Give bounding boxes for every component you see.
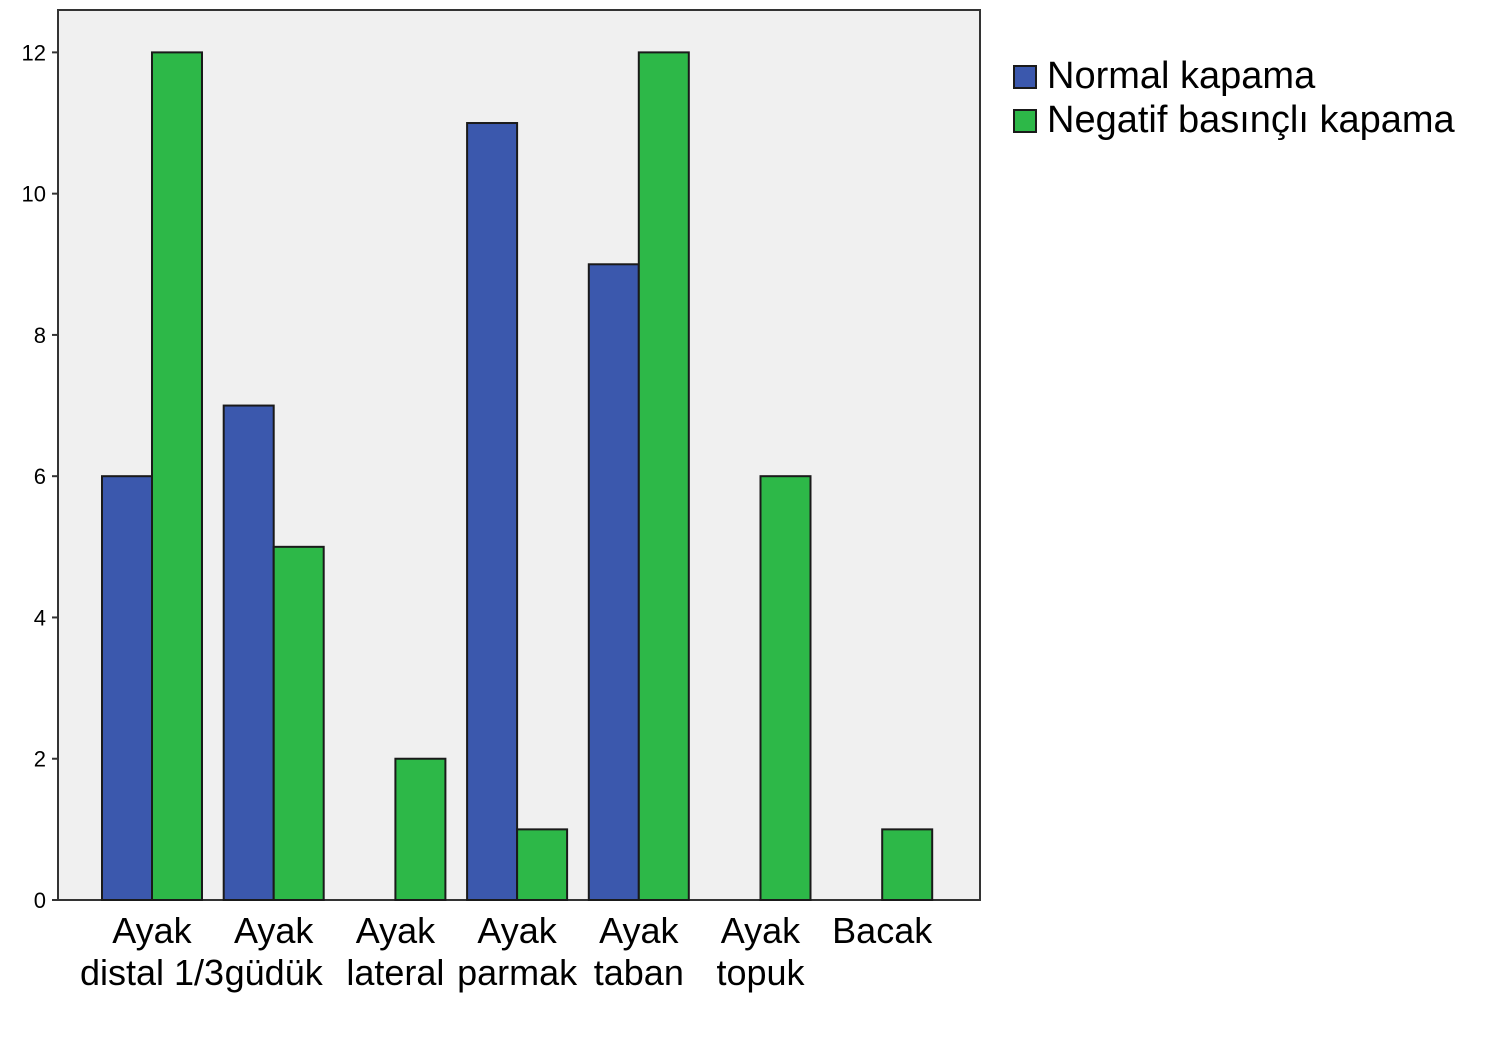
x-tick-label: Ayak xyxy=(721,910,801,951)
bar-negatif-5 xyxy=(759,475,812,901)
legend-label: Negatif basınçlı kapama xyxy=(1047,99,1456,141)
y-tick-label: 12 xyxy=(22,40,46,65)
legend-swatch xyxy=(1013,65,1037,89)
bar-negatif-6 xyxy=(881,828,934,901)
y-tick-label: 10 xyxy=(22,182,46,207)
x-tick-label: lateral xyxy=(346,952,444,993)
bar-negatif-4 xyxy=(637,51,690,901)
y-axis: 0 2 4 6 8 10 12 xyxy=(22,40,58,913)
x-tick-label: Ayak xyxy=(599,910,679,951)
bars xyxy=(101,51,934,902)
x-tick-label: Ayak xyxy=(234,910,314,951)
bar-negatif-3 xyxy=(516,828,569,901)
x-tick-label: Ayak xyxy=(477,910,557,951)
bar-negatif-2 xyxy=(394,757,447,901)
y-tick-label: 6 xyxy=(34,464,46,489)
y-tick-label: 0 xyxy=(34,888,46,913)
x-tick-label: güdük xyxy=(225,952,324,993)
x-tick-label: taban xyxy=(594,952,684,993)
legend-label: Normal kapama xyxy=(1047,55,1316,97)
x-tick-label: Ayak xyxy=(112,910,192,951)
y-tick-label: 8 xyxy=(34,323,46,348)
bar-normal-4 xyxy=(587,263,640,901)
bar-normal-0 xyxy=(101,475,153,901)
plot-area xyxy=(57,9,981,901)
y-tick-label: 2 xyxy=(34,747,46,772)
x-tick-label: distal 1/3 xyxy=(80,952,224,993)
bar-negatif-0 xyxy=(151,51,203,901)
x-tick-label: topuk xyxy=(716,952,805,993)
x-tick-label: Bacak xyxy=(832,910,933,951)
y-tick-label: 4 xyxy=(34,605,46,630)
x-tick-label: parmak xyxy=(457,952,578,993)
legend-swatch xyxy=(1013,109,1037,133)
x-tick-label: Ayak xyxy=(356,910,436,951)
bar-normal-1 xyxy=(222,404,275,901)
bar-negatif-1 xyxy=(272,545,325,901)
bar-normal-3 xyxy=(466,122,519,902)
